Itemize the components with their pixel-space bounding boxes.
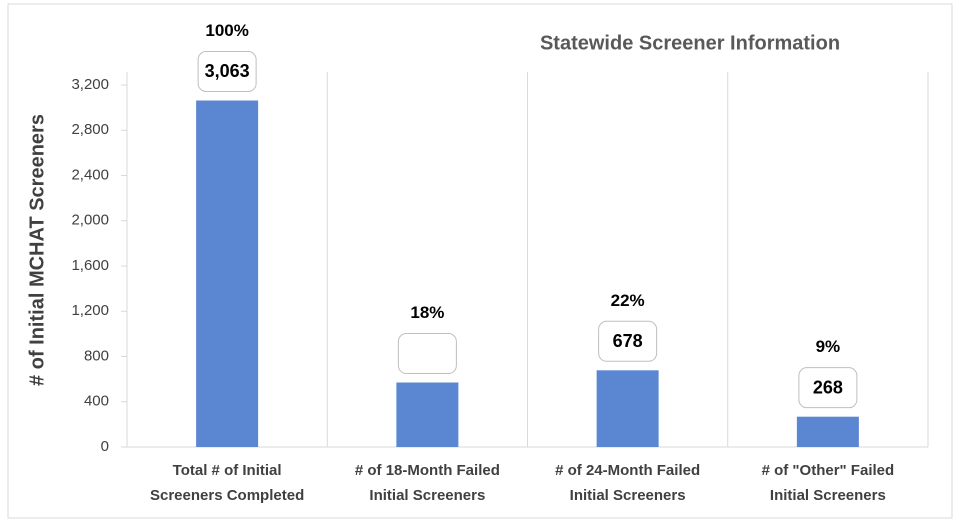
x-tick-label: Initial Screeners	[770, 487, 886, 504]
x-tick-label: # of 24-Month Failed	[555, 462, 700, 479]
value-label: 268	[813, 377, 843, 397]
percent-label: 22%	[611, 291, 645, 310]
value-label-box	[598, 320, 658, 362]
percent-label: 18%	[410, 303, 444, 322]
x-tick-label: Screeners Completed	[150, 487, 304, 504]
y-tick-label: 400	[84, 393, 109, 410]
bar	[396, 382, 459, 447]
y-tick-label: 2,000	[71, 212, 109, 229]
chart-title: Statewide Screener Information	[540, 32, 840, 54]
x-tick-label: Initial Screeners	[570, 487, 686, 504]
x-tick-label: # of 18-Month Failed	[355, 462, 500, 479]
y-tick-label: 2,400	[71, 166, 109, 183]
x-tick-label: Initial Screeners	[369, 487, 485, 504]
y-tick-label: 800	[84, 347, 109, 364]
chart-border	[7, 3, 953, 519]
y-tick-label: 3,200	[71, 76, 109, 93]
percent-label: 100%	[205, 21, 248, 40]
value-label-box	[798, 367, 858, 409]
value-label: 678	[613, 331, 643, 351]
bar	[796, 416, 859, 447]
y-tick-label: 1,600	[71, 257, 109, 274]
bar	[196, 100, 259, 448]
y-tick-label: 0	[101, 438, 109, 455]
x-tick-label: Total # of Initial	[173, 462, 282, 479]
value-label-box	[397, 333, 457, 375]
bar	[596, 370, 659, 447]
x-tick-label: # of "Other" Failed	[762, 462, 895, 479]
percent-label: 9%	[816, 337, 841, 356]
y-axis-label: # of Initial MCHAT Screeners	[26, 114, 48, 386]
value-label: 3,063	[205, 61, 250, 81]
value-label-box	[197, 50, 257, 92]
y-tick-label: 2,800	[71, 121, 109, 138]
y-tick-label: 1,200	[71, 302, 109, 319]
